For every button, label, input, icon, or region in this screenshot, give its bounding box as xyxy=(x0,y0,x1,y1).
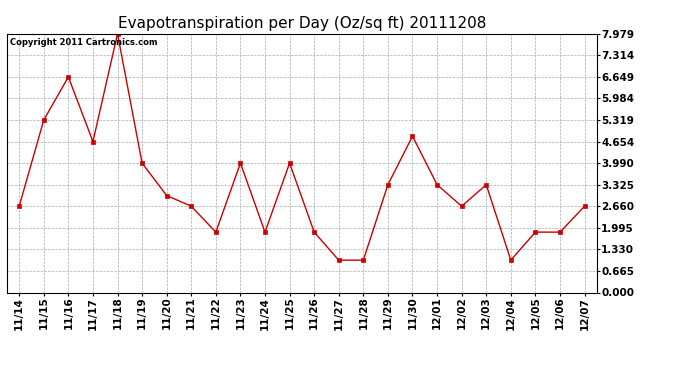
Text: Copyright 2011 Cartronics.com: Copyright 2011 Cartronics.com xyxy=(10,38,157,46)
Title: Evapotranspiration per Day (Oz/sq ft) 20111208: Evapotranspiration per Day (Oz/sq ft) 20… xyxy=(118,16,486,31)
